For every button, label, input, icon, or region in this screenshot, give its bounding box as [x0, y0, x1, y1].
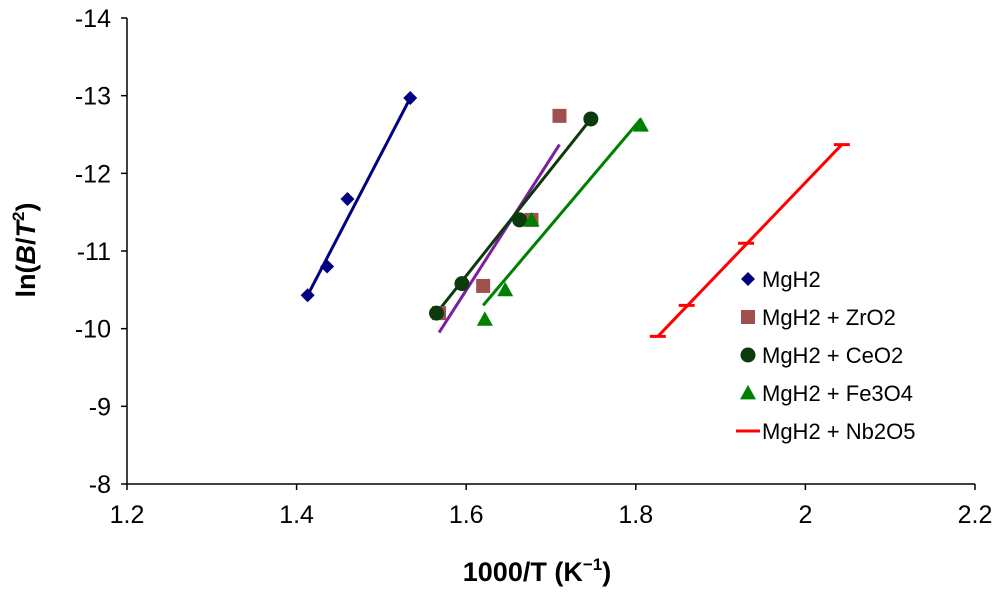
legend-label: MgH2 + ZrO2: [762, 305, 896, 330]
fit-lines: [306, 97, 843, 338]
x-tick-label: 1.8: [618, 501, 653, 529]
y-tick-label: -10: [75, 316, 111, 344]
y-tick-label: -11: [77, 238, 111, 266]
point-series-1: [403, 90, 418, 105]
y-tick-label: -14: [75, 5, 111, 33]
point-series-1: [320, 259, 335, 274]
axes: [121, 17, 976, 490]
legend-label: MgH2 + CeO2: [762, 343, 903, 368]
legend-label: MgH2: [762, 267, 821, 292]
point-series-4: [632, 117, 649, 132]
y-tick-label: -13: [75, 83, 111, 111]
point-series-3: [512, 212, 528, 228]
legend-swatch: [741, 272, 755, 286]
point-series-2: [552, 108, 567, 123]
y-axis-title: ln(B/T2): [9, 203, 41, 298]
point-series-2: [476, 278, 491, 293]
x-tick-label: 2.2: [958, 501, 993, 529]
legend-label: MgH2 + Nb2O5: [762, 419, 915, 444]
legend: MgH2 MgH2 + ZrO2 MgH2 + CeO2 MgH2 + Fe3O4 Mg…: [736, 267, 915, 444]
legend-swatch: [740, 347, 756, 363]
y-tick-label: -12: [75, 160, 111, 188]
point-series-1: [340, 191, 355, 206]
fit-line-series-2: [437, 143, 561, 334]
point-series-1: [300, 288, 315, 303]
point-series-3: [429, 305, 445, 321]
point-series-3: [583, 111, 599, 127]
legend-swatch: [740, 385, 756, 400]
fit-line-series-4: [482, 117, 643, 307]
x-tick-label: 1.6: [449, 501, 484, 529]
x-tick-label: 1.2: [110, 501, 145, 529]
x-tick-label: 2: [798, 501, 812, 529]
point-series-4: [497, 281, 514, 297]
point-series-3: [454, 276, 470, 292]
point-series-4: [523, 211, 540, 227]
point-series-4: [476, 311, 493, 326]
x-axis-title: 1000/T (K−1): [463, 555, 611, 587]
legend-swatch: [741, 310, 755, 324]
tick-labels: 1.2 1.4 1.6 1.8 2 2.2 -8 -9 -10 -11 -12 -13 -14: [75, 5, 993, 529]
data-markers: [300, 90, 850, 338]
y-tick-label: -8: [89, 471, 111, 499]
legend-label: MgH2 + Fe3O4: [762, 381, 913, 406]
x-tick-label: 1.4: [279, 501, 314, 529]
y-tick-label: -9: [89, 393, 111, 421]
